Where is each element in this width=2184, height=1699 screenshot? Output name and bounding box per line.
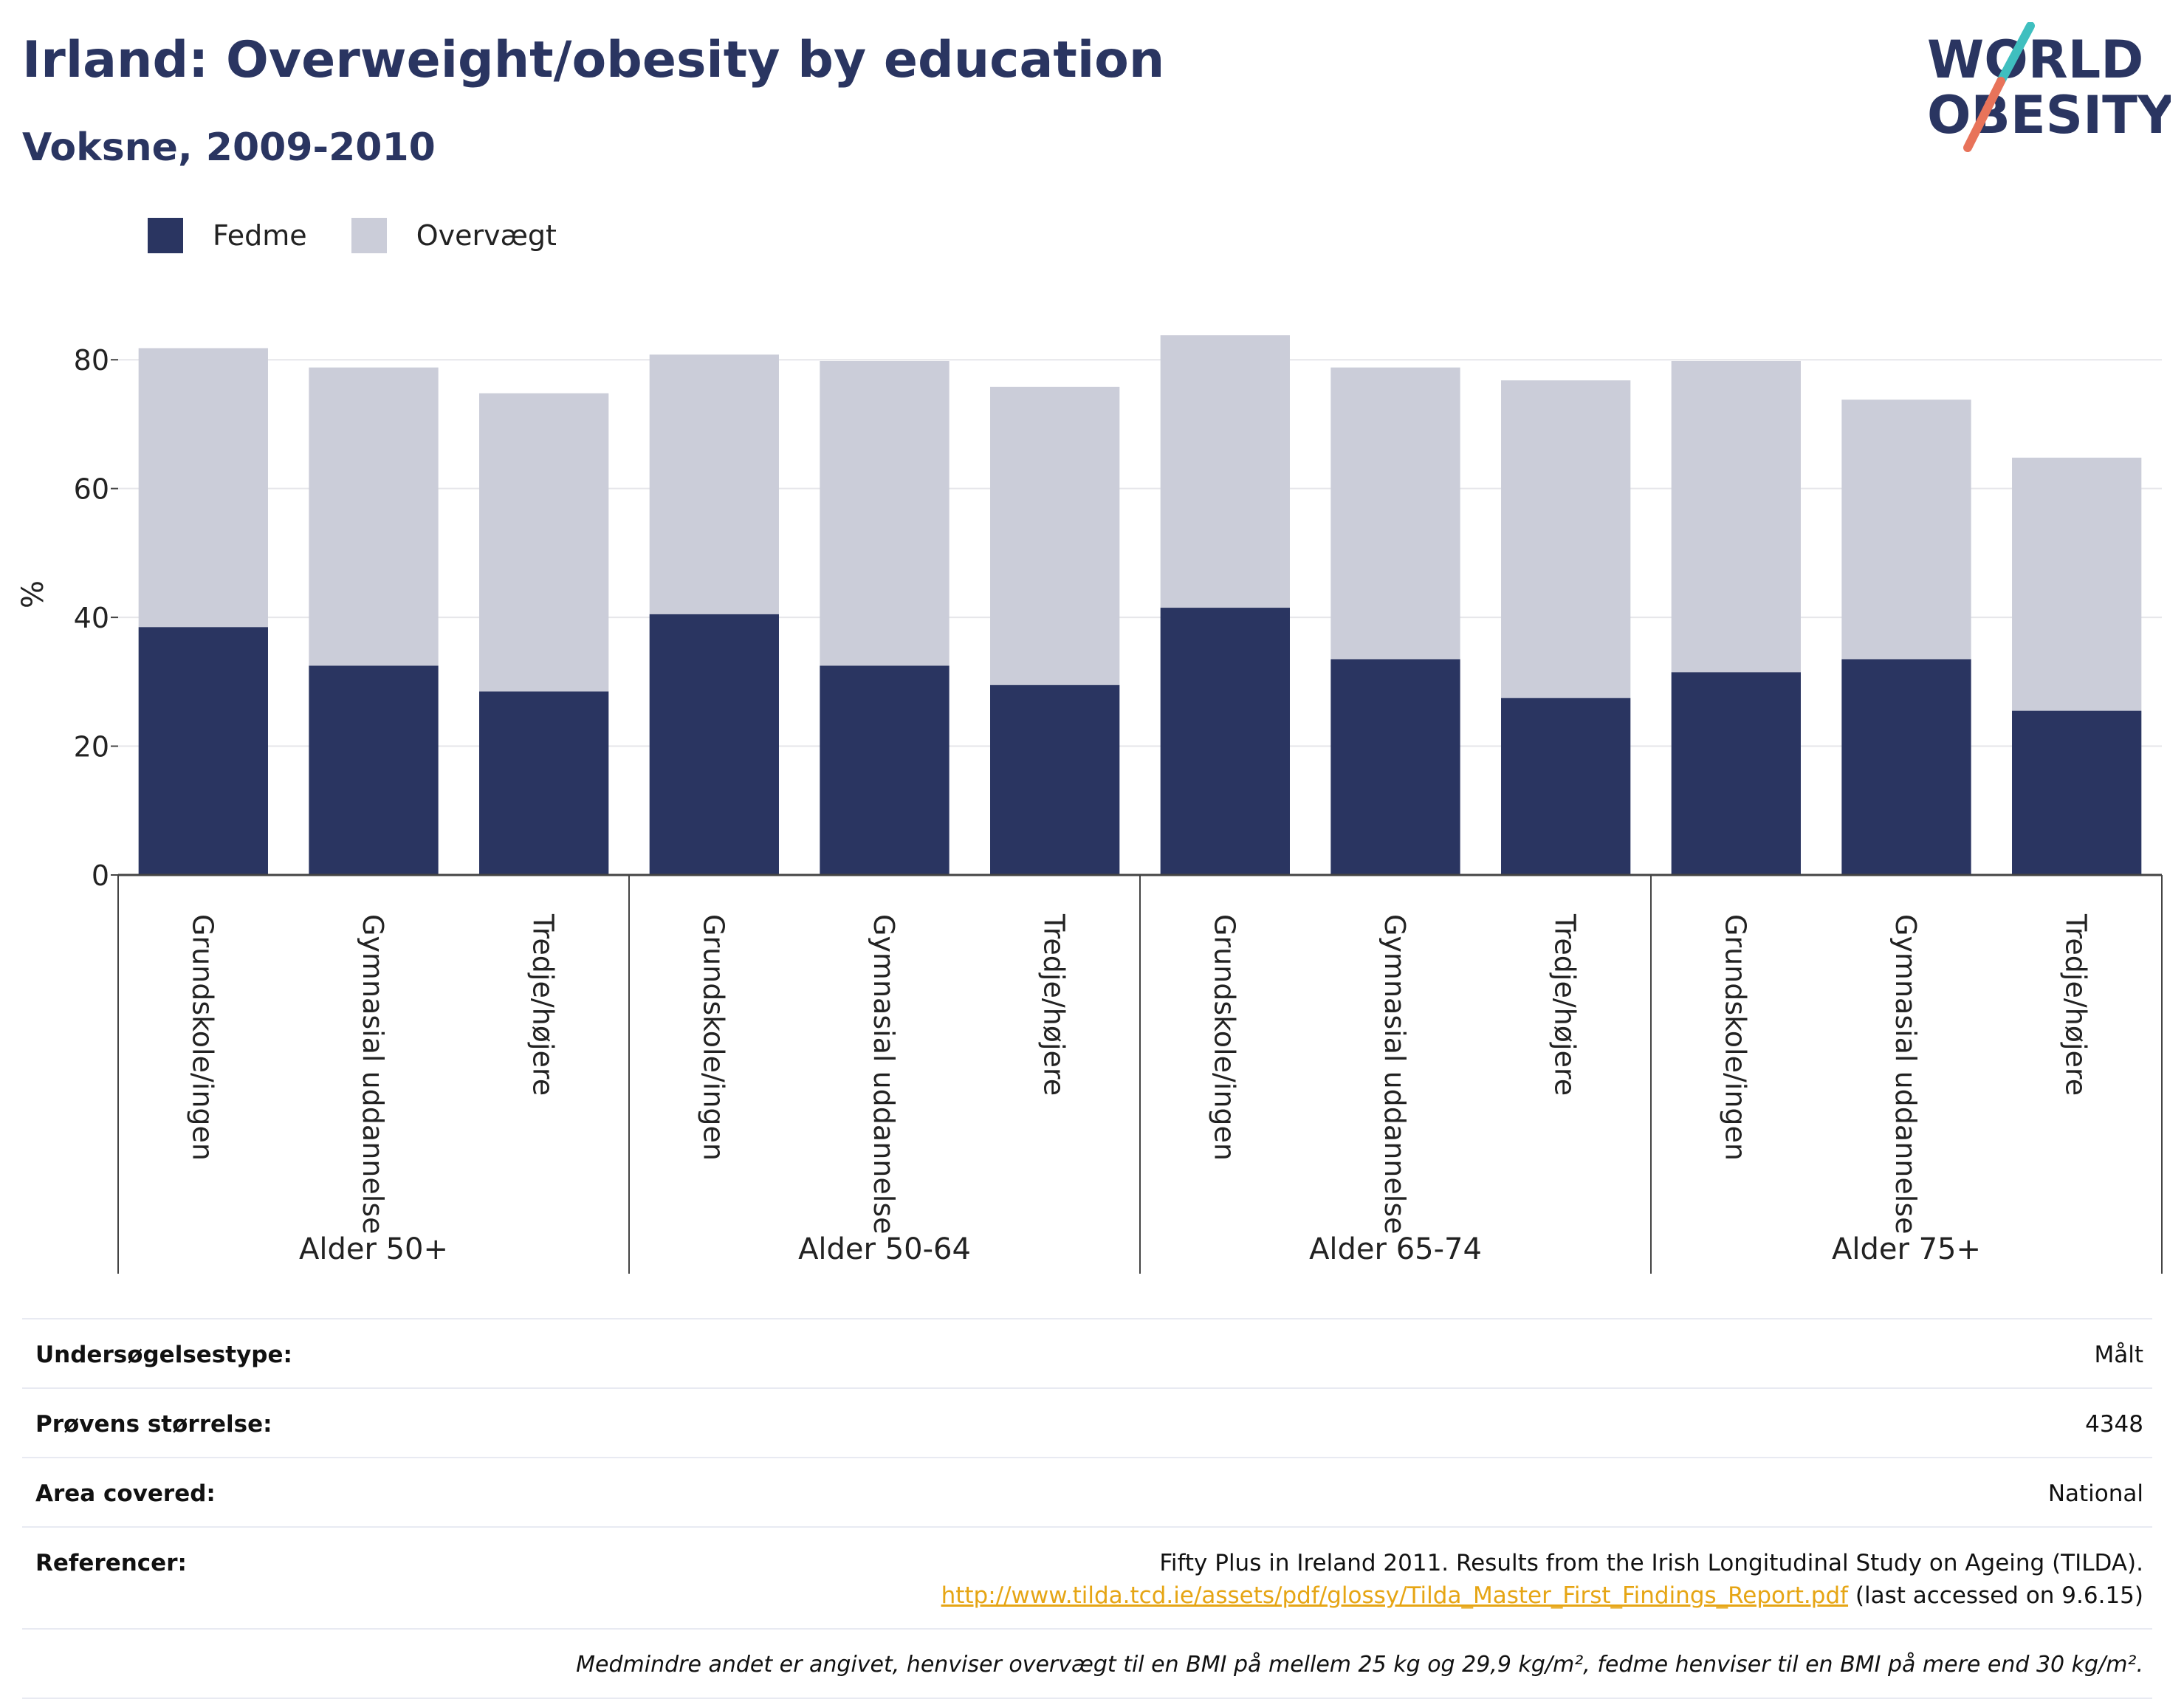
group-label: Alder 50-64 <box>798 1232 971 1266</box>
bar-overvægt[interactable] <box>1160 335 1290 608</box>
bar-overvægt[interactable] <box>820 360 950 666</box>
bar-fedme[interactable] <box>138 627 268 875</box>
references-label: Referencer: <box>35 1550 187 1576</box>
bar-overvægt[interactable] <box>309 367 439 666</box>
references-value: Fifty Plus in Ireland 2011. Results from… <box>941 1547 2143 1612</box>
meta-row-sample-size: Prøvens størrelse: 4348 <box>22 1389 2152 1458</box>
bar-overvægt[interactable] <box>479 393 609 692</box>
x-tick-label: Grundskole/ingen <box>186 914 219 1161</box>
meta-row-survey-type: Undersøgelsestype: Målt <box>22 1319 2152 1389</box>
y-tick-label: 80 <box>74 344 109 377</box>
y-tick-label: 60 <box>74 473 109 506</box>
x-tick-label: Grundskole/ingen <box>1719 914 1751 1161</box>
legend-label-overvaegt: Overvægt <box>416 219 557 252</box>
logo-line1: WORLD <box>1927 30 2143 90</box>
x-tick-label: Tredje/højere <box>1549 913 1582 1096</box>
x-tick-label: Tredje/højere <box>1038 913 1071 1096</box>
x-tick-label: Gymnasial uddannelse <box>868 914 900 1235</box>
references-link[interactable]: http://www.tilda.tcd.ie/assets/pdf/gloss… <box>941 1582 1849 1609</box>
page-subtitle: Voksne, 2009-2010 <box>22 126 436 170</box>
bar-fedme[interactable] <box>1501 698 1631 875</box>
group-label: Alder 75+ <box>1832 1232 1981 1266</box>
logo-slash-teal-icon <box>1996 22 2035 86</box>
x-tick-label: Tredje/højere <box>527 913 560 1096</box>
bar-fedme[interactable] <box>309 665 439 875</box>
legend-swatch-overvaegt <box>351 218 387 253</box>
bar-overvægt[interactable] <box>1671 360 1801 673</box>
area-label: Area covered: <box>35 1480 216 1507</box>
legend-item-overvaegt[interactable]: Overvægt <box>351 218 557 253</box>
references-text: Fifty Plus in Ireland 2011. Results from… <box>1159 1550 2143 1576</box>
chart-legend: Fedme Overvægt <box>148 218 601 253</box>
x-tick-label: Gymnasial uddannelse <box>1378 914 1411 1235</box>
stacked-bar-chart: 0 20 40 60 80 Grundskole/ingen Gymnasial uddan… <box>16 335 2163 1274</box>
footnote-text: Medmindre andet er angivet, henviser ove… <box>576 1652 2143 1678</box>
bar-overvægt[interactable] <box>1501 380 1631 699</box>
legend-label-fedme: Fedme <box>213 219 307 252</box>
legend-swatch-fedme <box>148 218 183 253</box>
sample-size-value: 4348 <box>2085 1411 2143 1438</box>
bar-fedme[interactable] <box>990 684 1120 875</box>
bar-overvægt[interactable] <box>990 386 1120 685</box>
group-label: Alder 50+ <box>299 1232 448 1266</box>
bar-fedme[interactable] <box>1330 659 1460 875</box>
group-label: Alder 65-74 <box>1309 1232 1482 1266</box>
logo-line2: OBESITY <box>1927 85 2171 145</box>
grid-lines <box>118 359 2162 747</box>
y-tick-label: 0 <box>92 859 109 892</box>
x-tick-label: Tredje/højere <box>2060 913 2092 1096</box>
bar-fedme[interactable] <box>479 691 609 875</box>
logo-slash-coral-icon <box>1963 77 2005 152</box>
bar-overvægt[interactable] <box>1841 399 1971 659</box>
x-tick-label: Gymnasial uddannelse <box>1889 914 1922 1235</box>
page-title: Irland: Overweight/obesity by education <box>22 31 1165 89</box>
meta-row-footnote: Medmindre andet er angivet, henviser ove… <box>22 1630 2152 1699</box>
axes: 0 20 40 60 80 Grundskole/ingen Gymnasial uddan… <box>74 344 2163 1274</box>
bar-fedme[interactable] <box>820 665 950 875</box>
survey-type-value: Målt <box>2094 1342 2143 1368</box>
bar-fedme[interactable] <box>2012 710 2142 875</box>
bar-fedme[interactable] <box>1671 672 1801 875</box>
bar-fedme[interactable] <box>649 614 779 875</box>
references-accessed: (last accessed on 9.6.15) <box>1848 1582 2143 1609</box>
survey-type-label: Undersøgelsestype: <box>35 1342 292 1368</box>
world-obesity-logo: WORLD OBESITY <box>1927 22 2171 152</box>
metadata-table: Undersøgelsestype: Målt Prøvens størrels… <box>22 1318 2152 1699</box>
y-tick-label: 40 <box>74 602 109 634</box>
legend-item-fedme[interactable]: Fedme <box>148 218 307 253</box>
bar-fedme[interactable] <box>1160 608 1290 875</box>
meta-row-references: Referencer: Fifty Plus in Ireland 2011. … <box>22 1528 2152 1630</box>
meta-row-area: Area covered: National <box>22 1458 2152 1528</box>
y-axis-label: % <box>16 580 50 608</box>
bars <box>138 335 2142 875</box>
x-tick-label: Grundskole/ingen <box>1208 914 1240 1161</box>
bar-overvægt[interactable] <box>1330 367 1460 659</box>
x-tick-label: Grundskole/ingen <box>697 914 729 1161</box>
bar-overvægt[interactable] <box>138 348 268 628</box>
bar-overvægt[interactable] <box>2012 457 2142 711</box>
bar-fedme[interactable] <box>1841 659 1971 875</box>
area-value: National <box>2047 1480 2143 1507</box>
sample-size-label: Prøvens størrelse: <box>35 1411 272 1438</box>
x-tick-label: Gymnasial uddannelse <box>357 914 389 1235</box>
y-tick-label: 20 <box>74 731 109 763</box>
bar-overvægt[interactable] <box>649 354 779 614</box>
